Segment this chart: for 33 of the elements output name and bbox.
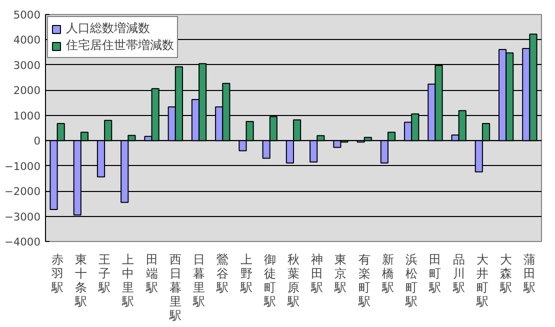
x-tick-label: 大井町駅 (475, 252, 488, 308)
x-tick-label: 上野駅 (239, 252, 252, 294)
y-tick-label: −2000 (4, 185, 41, 198)
x-tick-label: 御徒町駅 (262, 252, 276, 308)
y-tick-label: 2000 (13, 84, 41, 98)
x-tick-label: 上中里駅 (121, 252, 134, 308)
y-tick-label: 4000 (13, 34, 41, 47)
x-tick-label: 王子駅 (98, 252, 111, 294)
legend-label: 人口総数増減数 (66, 20, 150, 37)
x-tick-label: 鶯谷駅 (216, 252, 229, 294)
x-tick-label: 浜松町駅 (404, 252, 418, 308)
y-tick-label: 5000 (13, 8, 41, 22)
y-tick-label: −3000 (4, 210, 41, 224)
x-tick-label: 東京駅 (334, 252, 347, 294)
x-tick-label: 田町駅 (428, 252, 442, 294)
x-tick-label: 赤羽駅 (50, 252, 64, 294)
legend-label: 住宅居住世帯増減数 (66, 37, 174, 54)
x-tick-label: 新橋駅 (380, 252, 394, 294)
x-tick-label: 神田駅 (310, 252, 324, 294)
y-tick-label: −4000 (4, 236, 41, 248)
y-tick-label: 3000 (13, 58, 41, 72)
x-tick-label: 東十条駅 (74, 252, 87, 308)
x-tick-label: 蒲田駅 (522, 252, 536, 294)
x-tick-label: 秋葉原駅 (286, 252, 300, 308)
y-tick-label: −1000 (4, 160, 41, 173)
x-tick-label: 西日暮里駅 (168, 252, 182, 322)
x-tick-label: 大森駅 (499, 252, 512, 294)
y-tick-label: 0 (34, 134, 41, 148)
x-tick-label: 田端駅 (144, 252, 158, 294)
y-tick-label: 1000 (13, 109, 41, 122)
x-tick-label: 日暮里駅 (192, 252, 206, 308)
x-tick-label: 有楽町駅 (357, 252, 370, 308)
x-tick-label: 品川駅 (452, 252, 465, 294)
